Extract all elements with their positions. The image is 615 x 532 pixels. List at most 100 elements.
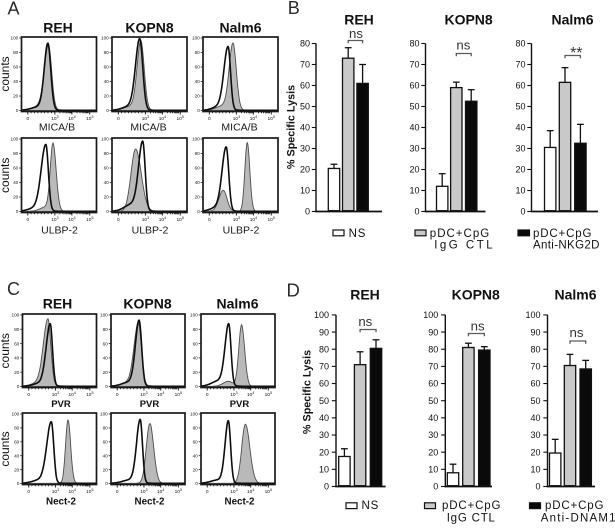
svg-text:0: 0 [520, 207, 525, 217]
svg-text:ns: ns [358, 314, 372, 329]
svg-text:103: 103 [230, 391, 237, 398]
svg-text:105: 105 [177, 115, 184, 122]
svg-text:100: 100 [101, 36, 109, 41]
svg-text:0: 0 [26, 217, 29, 223]
svg-text:105: 105 [268, 216, 275, 223]
svg-text:30: 30 [428, 430, 438, 440]
svg-text:ns: ns [349, 26, 363, 41]
svg-text:80: 80 [530, 344, 540, 354]
svg-text:Anti-DNAM1: Anti-DNAM1 [541, 512, 615, 524]
svg-text:60: 60 [13, 65, 19, 70]
svg-text:80: 80 [319, 344, 329, 354]
svg-text:30: 30 [319, 430, 329, 440]
svg-text:60: 60 [195, 65, 201, 70]
svg-text:105: 105 [175, 391, 182, 398]
svg-text:MICA/B: MICA/B [221, 121, 257, 133]
svg-text:105: 105 [265, 391, 272, 398]
svg-text:0: 0 [208, 217, 211, 223]
svg-text:0: 0 [16, 209, 19, 214]
svg-text:104: 104 [68, 115, 75, 122]
svg-text:20: 20 [103, 467, 109, 472]
svg-text:ULBP-2: ULBP-2 [223, 225, 260, 237]
svg-text:MICA/B: MICA/B [130, 121, 166, 133]
svg-text:103: 103 [140, 488, 147, 495]
svg-text:80: 80 [195, 151, 201, 156]
svg-text:10: 10 [428, 465, 438, 475]
svg-text:20: 20 [104, 195, 110, 200]
svg-text:80: 80 [195, 50, 201, 55]
svg-text:80: 80 [13, 151, 19, 156]
svg-text:0: 0 [106, 108, 109, 113]
svg-text:40: 40 [104, 79, 110, 84]
svg-text:20: 20 [193, 370, 199, 375]
svg-text:104: 104 [159, 115, 166, 122]
svg-text:30: 30 [530, 430, 540, 440]
svg-text:60: 60 [409, 81, 419, 91]
svg-text:0: 0 [117, 116, 120, 122]
svg-text:104: 104 [69, 391, 76, 398]
svg-text:60: 60 [193, 440, 199, 445]
svg-text:104: 104 [250, 216, 257, 223]
svg-text:40: 40 [300, 123, 310, 133]
svg-text:0: 0 [27, 392, 30, 398]
svg-text:0: 0 [17, 481, 20, 486]
svg-text:PVR: PVR [140, 399, 160, 410]
svg-text:100: 100 [11, 412, 19, 417]
svg-text:0: 0 [195, 481, 198, 486]
svg-text:40: 40 [515, 123, 525, 133]
svg-text:40: 40 [319, 413, 329, 423]
svg-text:105: 105 [175, 488, 182, 495]
svg-text:10: 10 [530, 465, 540, 475]
svg-text:40: 40 [14, 356, 20, 361]
svg-text:PVR: PVR [230, 399, 250, 410]
svg-text:REH: REH [43, 296, 73, 312]
svg-text:40: 40 [193, 356, 199, 361]
svg-text:103: 103 [142, 115, 149, 122]
svg-text:70: 70 [409, 60, 419, 70]
svg-text:20: 20 [14, 370, 20, 375]
svg-text:40: 40 [104, 180, 110, 185]
svg-text:0: 0 [208, 116, 211, 122]
svg-text:20: 20 [300, 165, 310, 175]
svg-text:20: 20 [409, 165, 419, 175]
svg-text:40: 40 [195, 79, 201, 84]
svg-text:20: 20 [428, 447, 438, 457]
svg-text:20: 20 [515, 165, 525, 175]
svg-text:40: 40 [195, 180, 201, 185]
svg-text:60: 60 [193, 341, 199, 346]
svg-text:60: 60 [103, 341, 109, 346]
svg-text:Nect-2: Nect-2 [46, 497, 76, 508]
svg-text:105: 105 [86, 115, 93, 122]
svg-text:100: 100 [100, 313, 108, 318]
svg-text:60: 60 [319, 379, 329, 389]
svg-text:60: 60 [300, 81, 310, 91]
svg-text:40: 40 [13, 79, 19, 84]
svg-text:90: 90 [530, 327, 540, 337]
svg-text:MICA/B: MICA/B [39, 121, 75, 133]
svg-text:80: 80 [193, 327, 199, 332]
svg-text:100: 100 [10, 36, 18, 41]
svg-text:ULBP-2: ULBP-2 [41, 225, 78, 237]
svg-text:40: 40 [103, 356, 109, 361]
svg-text:30: 30 [409, 144, 419, 154]
svg-text:50: 50 [409, 102, 419, 112]
svg-text:60: 60 [104, 166, 110, 171]
svg-text:Nect-2: Nect-2 [225, 497, 255, 508]
svg-text:90: 90 [428, 327, 438, 337]
svg-text:Nalm6: Nalm6 [219, 20, 261, 36]
svg-text:0: 0 [305, 207, 310, 217]
svg-text:REH: REH [350, 287, 380, 303]
svg-text:KOPN8: KOPN8 [123, 296, 171, 312]
svg-text:Nect-2: Nect-2 [135, 497, 165, 508]
svg-text:100: 100 [100, 412, 108, 417]
svg-text:100: 100 [192, 137, 200, 142]
svg-text:20: 20 [13, 94, 19, 99]
svg-text:103: 103 [233, 115, 240, 122]
svg-text:80: 80 [13, 50, 19, 55]
svg-text:Anti-NKG2D: Anti-NKG2D [533, 239, 600, 251]
svg-text:60: 60 [428, 379, 438, 389]
svg-text:80: 80 [193, 426, 199, 431]
svg-text:0: 0 [117, 217, 120, 223]
svg-text:IgG CTL: IgG CTL [434, 239, 495, 251]
svg-text:104: 104 [157, 488, 164, 495]
